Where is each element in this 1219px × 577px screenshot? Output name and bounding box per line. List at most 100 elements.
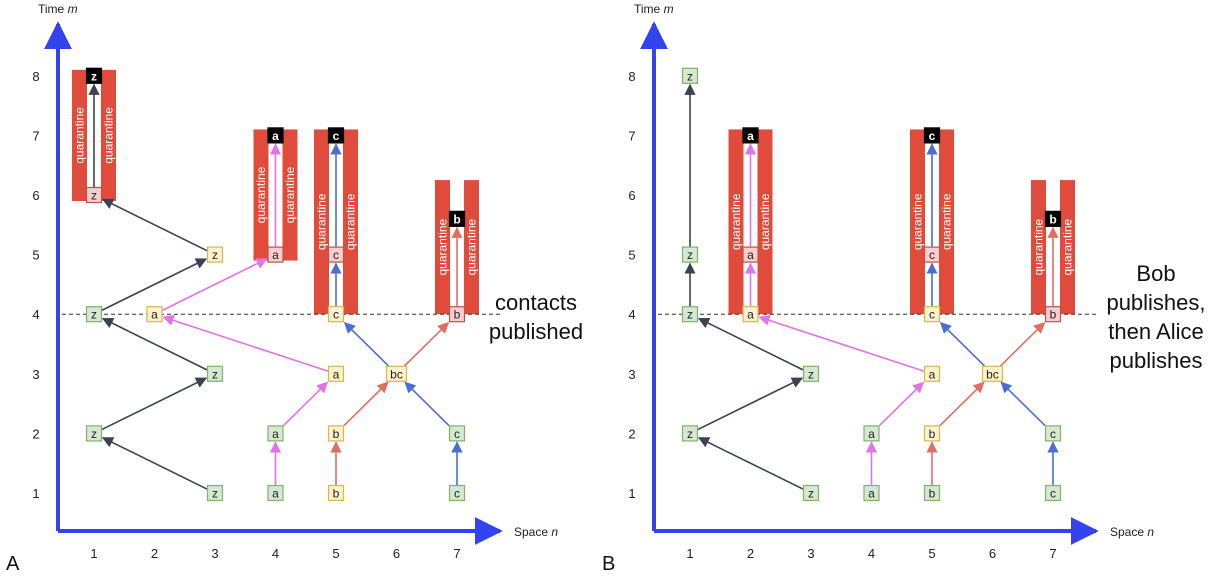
quarantine-label: quarantine [729,193,743,250]
space-axis-title: Space n [514,525,558,539]
arrow-z [101,258,208,311]
space-tick-label: 3 [807,546,814,561]
quarantine-label: quarantine [102,107,116,164]
quarantine-label: quarantine [940,193,954,250]
node-box [85,306,103,323]
node-box [981,365,1004,382]
node-box [448,425,466,442]
arrow-z [697,437,804,490]
arrow-b [939,381,985,427]
quarantine-label: quarantine [911,193,925,250]
quarantine-label: quarantine [315,193,329,250]
node-label: z [687,248,693,262]
node-label: b [333,487,340,501]
annotation-line: publishes [1110,348,1203,373]
node-box [681,306,699,323]
quarantine-bar [1060,180,1075,315]
node-box [802,365,820,382]
node-box [327,306,345,323]
time-axis-word: Time [38,2,68,16]
node-b: b [327,425,345,442]
node-label: z [808,487,814,501]
node-a: a [923,365,941,382]
node-label: c [1050,487,1056,501]
node-label: a [272,248,279,262]
arrow-a [282,381,329,427]
panel-letter: A [6,553,20,575]
quarantine-bar [939,129,954,315]
arrow-z [101,437,208,490]
arrow-a [878,381,925,427]
panel-letter: B [602,553,615,575]
node-box [681,425,699,442]
node-box [1044,425,1062,442]
node-box [802,484,820,502]
quarantine-label: quarantine [73,107,87,164]
node-label: c [929,308,935,322]
node-label: b [1049,212,1056,226]
quarantine-label: quarantine [1032,218,1046,275]
node-box [327,365,345,382]
node-label: z [91,69,97,83]
node-z: z [85,425,103,442]
node-box [923,425,941,442]
node-z: z [206,365,224,382]
node-z: z [206,246,224,263]
node-box [448,210,466,227]
arrow-a [758,314,925,372]
node-box [327,425,345,442]
node-c: c [1044,484,1062,502]
arrow-a [162,258,268,311]
arrow-c [939,321,986,367]
node-label: z [687,427,693,441]
space-axis-title: Space n [1110,525,1154,539]
arrow-z [101,198,208,252]
node-z: z [681,425,699,442]
node-label: a [868,427,875,441]
node-b: b [448,210,466,227]
node-z: z [206,484,224,502]
node-label: c [1050,427,1056,441]
node-label: z [212,367,218,381]
node-c: c [448,484,466,502]
node-a: a [742,246,759,263]
node-box [923,306,941,323]
arrow-a [162,314,329,372]
node-a: a [742,306,759,323]
space-tick-label: 5 [928,546,935,561]
time-tick-label: 6 [32,188,39,203]
node-box [742,246,759,263]
quarantine-label: quarantine [465,218,479,275]
node-label: z [91,189,97,203]
time-tick-label: 3 [32,367,39,382]
time-tick-label: 5 [628,248,635,263]
node-box [681,246,699,263]
arrow-c [343,321,390,367]
node-label: z [212,248,218,262]
node-label: a [333,367,340,381]
arrow-b [999,321,1046,367]
node-label: bc [986,367,999,381]
node-box [863,484,880,502]
node-box [863,425,880,442]
node-label: c [333,248,339,262]
time-tick-label: 8 [628,69,635,84]
node-box [742,127,759,144]
node-a: a [863,425,880,442]
time-tick-label: 6 [628,188,635,203]
node-c: c [327,306,345,323]
time-tick-label: 2 [32,426,39,441]
annotation-line: published [489,319,583,344]
node-label: a [272,487,279,501]
quarantine-bar [253,129,269,261]
quarantine-label: quarantine [436,218,450,275]
quarantine-label: quarantine [344,193,358,250]
arrow-z [101,377,208,431]
time-axis-var: m [68,2,78,16]
quarantine-label: quarantine [758,193,772,250]
node-box [85,425,103,442]
node-a: a [146,306,163,323]
node-label: bc [390,367,403,381]
node-b: b [923,425,941,442]
